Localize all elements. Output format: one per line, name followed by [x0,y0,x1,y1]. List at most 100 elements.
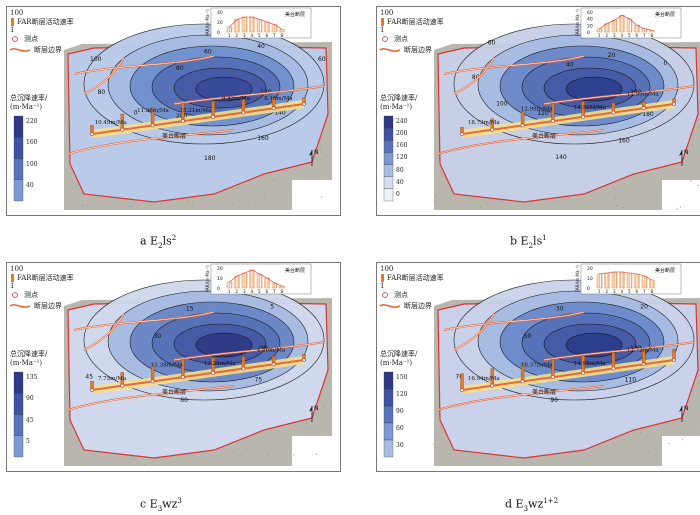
inset-ylabel: FAR/(m·Ma⁻¹) [575,9,580,36]
rate-label: 11.99m/Ma [627,91,659,97]
inset-title: 美台断层 [655,267,675,274]
colorbar-segment [384,165,393,177]
legend-far: FAR断层活动速率 [387,274,444,282]
inset-title: 美台断层 [655,11,675,18]
colorbar-segment [384,189,393,201]
contour-label: 40 [257,43,265,50]
far-legend-bar [11,18,14,26]
measure-point [181,376,184,379]
contour-label: 20 [640,303,648,310]
caption-c: c E3wz3 [140,497,182,513]
colorbar-segment [14,436,23,457]
colorbar-segment [384,128,393,140]
contour-label: 60 [204,48,212,55]
caption-b: b E2ls1 [510,234,547,250]
panel-d: 130 110 90 70 50 30 20 16.94m/Ma 16.37m/Ma 14.95m… [376,262,700,472]
measure-point [272,107,275,110]
point-legend-icon [13,293,18,298]
inset-ytick: 60 [587,10,593,16]
inset-ylabel: FAR/(m·Ma⁻¹) [205,9,210,36]
rate-label: 11.36m/Ma [137,108,169,114]
measure-point [121,128,124,131]
colorbar-segment [14,137,23,158]
measure-point [551,376,554,379]
colorbar-segment [384,152,393,164]
colorbar-segment [384,116,393,128]
contour-label: 100 [496,100,508,107]
legend-far: FAR断层活动速率 [387,18,444,26]
inset-ytick: 0 [587,286,590,292]
legend-point: 测点 [394,291,408,299]
contour-label: 160 [618,137,630,144]
colorbar-segment [384,177,393,189]
measure-point [582,115,585,118]
far-bar [521,112,524,126]
colorbar-tick: 45 [26,417,34,424]
far-legend-bar [11,274,14,282]
colorbar-segment [14,116,23,137]
rate-label: 14.95m/Ma [574,361,606,367]
contour-label: 60 [180,397,188,404]
inset-title: 美台断层 [285,267,305,274]
legend-scale-value: 100 [380,9,393,17]
measure-point [242,367,245,370]
inset-ytick: 40 [217,10,223,16]
legend-scale-value: 100 [380,265,393,273]
inset-ytick: 10 [217,276,223,282]
north-arrow: N [684,149,689,156]
colorbar-title-1: 总沉降速率/ [10,350,47,358]
contour-label: 60 [318,56,326,63]
point-legend-icon [13,37,18,42]
rate-label: 12.99m/Ma [521,106,553,112]
measure-point [460,132,463,135]
legend-scale-value: 100 [10,9,23,17]
contour-label: 90 [550,397,558,404]
inset-ytick: 40 [587,17,593,23]
colorbar-tick: 40 [396,179,404,186]
contour-label: 30 [556,305,564,312]
colorbar-tick: 150 [396,374,407,381]
colorbar-tick: 100 [26,161,37,168]
panel-a: 1201401601802000801008060406010.49m/Ma11… [6,6,341,216]
contour-label: 80 [176,65,184,72]
legend-scale-value: 100 [10,265,23,273]
measure-point [521,380,524,383]
colorbar-segment [14,159,23,180]
rate-label: 13.72m/Ma [627,347,659,353]
measure-point [612,111,615,114]
measure-point [212,371,215,374]
rate-label: 15.21m/Ma [180,108,212,114]
legend-point: 测点 [24,291,38,299]
colorbar-tick: 60 [396,425,404,432]
far-bar [212,101,215,117]
north-arrow: N [314,405,319,412]
colorbar-tick: 160 [26,139,37,146]
far-bar [461,374,464,390]
legend-far: FAR断层活动速率 [17,274,74,282]
colorbar-title-2: (m·Ma⁻¹) [380,103,412,111]
colorbar-segment [384,406,393,423]
fault-name-label: 美台断层 [532,388,556,396]
measure-point [90,388,93,391]
legend-boundary: 断层边界 [34,302,62,310]
measure-point [521,124,524,127]
inset-ytick: 20 [587,266,593,272]
measure-point [121,384,124,387]
panel-c: 90 75 60 45 30 15 5 7.75m/Ma 11.38m/Ma 13.28m/Ma 4… [6,262,341,472]
contour-label: 110 [625,377,637,384]
colorbar-tick: 160 [396,142,407,149]
colorbar-tick: 135 [26,374,37,381]
measure-point [612,367,615,370]
far-bar [612,352,615,368]
caption-d: d E3wz1+2 [505,497,558,513]
measure-point [151,380,154,383]
contour-label: 160 [257,135,269,142]
rate-label: 4.86m/Ma [257,347,286,353]
colorbar-tick: 40 [26,182,34,189]
legend-scale-unit: 1 [10,282,14,290]
fault-name-label: 美台断层 [162,132,186,140]
rate-label: 16.37m/Ma [521,362,553,368]
legend-scale-unit: 1 [10,26,14,34]
measure-point [672,358,675,361]
fault-name-label: 美台断层 [162,388,186,396]
